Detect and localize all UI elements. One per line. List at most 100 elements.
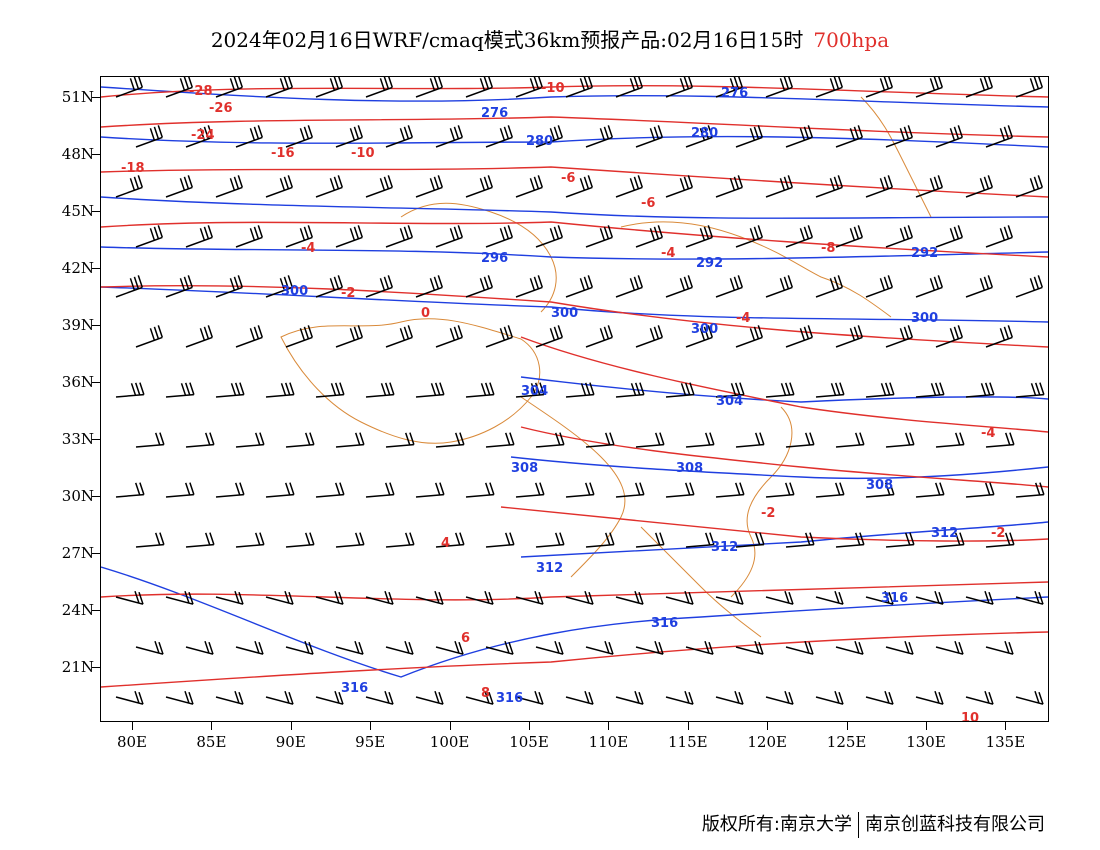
temperature-contour-label: -10 [541, 81, 565, 96]
temperature-contour-label: -4 [736, 311, 750, 326]
wind-barb [985, 432, 1015, 448]
height-contour-label: 280 [691, 126, 718, 141]
wind-barb [465, 482, 495, 498]
wind-barb [335, 125, 364, 148]
wind-barb [185, 125, 214, 148]
wind-barb [835, 640, 864, 655]
height-contour-label: 304 [521, 384, 548, 399]
height-contour-label: 292 [911, 246, 938, 261]
wind-barb [715, 482, 745, 498]
height-contour-280 [100, 135, 1049, 148]
temperature-contour-label: -4 [981, 426, 995, 441]
wind-barb [515, 382, 545, 398]
wind-barb [915, 75, 944, 98]
wind-barb [165, 482, 195, 498]
wind-barb [785, 325, 814, 348]
height-contour-312 [520, 521, 1049, 558]
wind-barb [965, 382, 995, 398]
wind-barb [185, 640, 214, 655]
wind-barb [465, 382, 495, 398]
longitude-label: 100E [429, 733, 470, 751]
wind-barb [365, 690, 394, 705]
latitude-label: 39N [61, 316, 94, 334]
height-contour-label: 280 [526, 134, 553, 149]
temperature-contour-label: -6 [561, 171, 575, 186]
wind-barb [635, 125, 664, 148]
map-frame: -28 -26 -24 -18 -16 -10 -10 -6 -6 -4 -8 -4 -2 -4 0 -2 -4… [100, 75, 1049, 726]
wind-barb [835, 532, 865, 548]
wind-barb [935, 640, 964, 655]
temperature-contour-label: -18 [121, 161, 145, 176]
wind-barb [315, 690, 344, 705]
temperature-contour-label: -4 [661, 246, 675, 261]
wind-barb [815, 175, 844, 198]
wind-barb [715, 690, 744, 705]
latitude-label: 42N [61, 259, 94, 277]
wind-barb [685, 640, 714, 655]
border-line [400, 202, 557, 313]
wind-barb [285, 325, 314, 348]
wind-barb [415, 690, 444, 705]
wind-barb [765, 75, 794, 98]
wind-barb [635, 325, 664, 348]
wind-barb [585, 125, 614, 148]
wind-barb [315, 75, 344, 98]
height-contour-label: 316 [341, 681, 368, 696]
wind-barb [415, 275, 444, 298]
height-contour-label: 316 [651, 616, 678, 631]
wind-barb [865, 482, 895, 498]
longitude-label: 135E [985, 733, 1026, 751]
wind-barb [935, 325, 964, 348]
border-line [280, 318, 541, 444]
wind-barb [965, 275, 994, 298]
wind-barb [915, 175, 944, 198]
wind-barb [885, 532, 915, 548]
wind-barb [935, 432, 965, 448]
footer-copyright: 版权所有:南京大学 [701, 814, 852, 835]
wind-barb [285, 225, 314, 248]
wind-barb [835, 125, 864, 148]
longitude-label: 105E [509, 733, 549, 751]
wind-barb [835, 432, 865, 448]
wind-barb [1015, 590, 1044, 605]
wind-barb [135, 432, 165, 448]
wind-barb [665, 75, 694, 98]
wind-barb [565, 275, 594, 298]
temperature-contour-label: -26 [209, 101, 233, 116]
wind-barb [135, 640, 164, 655]
wind-barb [815, 690, 844, 705]
footer: 版权所有:南京大学 南京创蓝科技有限公司 [0, 810, 1045, 838]
temp-contour [100, 581, 1049, 601]
temp-contour [100, 84, 1049, 98]
wind-barb [485, 325, 514, 348]
wind-barb [765, 690, 794, 705]
temperature-contour-label: 8 [481, 686, 490, 701]
wind-barb [765, 275, 794, 298]
wind-barb [265, 590, 294, 605]
wind-barb [735, 532, 765, 548]
wind-barb [265, 482, 295, 498]
height-contour-label: 308 [676, 461, 703, 476]
latitude-label: 33N [61, 430, 94, 448]
wind-barb [465, 175, 494, 198]
longitude-tick [608, 722, 610, 730]
wind-barb [735, 125, 764, 148]
latitude-label: 51N [61, 88, 94, 106]
wind-barb [565, 75, 594, 98]
wind-barb [585, 325, 614, 348]
wind-barb [515, 175, 544, 198]
wind-barb [435, 225, 464, 248]
latitude-tick [92, 439, 100, 440]
latitude-tick [92, 211, 100, 212]
wind-barb [285, 125, 314, 148]
temperature-contour-label: -6 [641, 196, 655, 211]
wind-barb [865, 690, 894, 705]
wind-barb [215, 482, 245, 498]
wind-barb [785, 532, 815, 548]
wind-barb [235, 640, 264, 655]
wind-barb [535, 532, 565, 548]
wind-barb [685, 532, 715, 548]
wind-barb [115, 690, 144, 705]
wind-barb [735, 432, 765, 448]
latitude-label: 24N [61, 601, 94, 619]
